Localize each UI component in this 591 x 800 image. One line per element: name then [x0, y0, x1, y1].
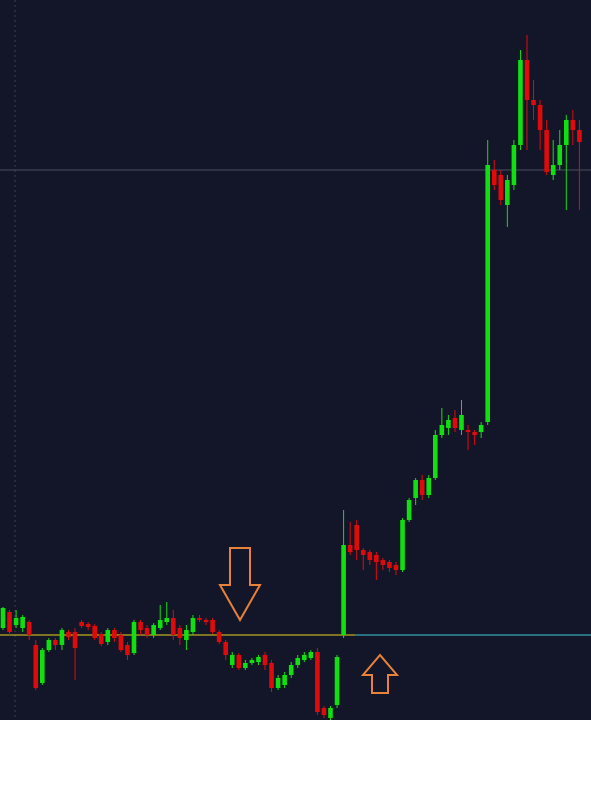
candle-body: [505, 180, 510, 205]
candle-body: [537, 105, 543, 130]
candle-body: [531, 100, 536, 105]
candle-body: [452, 418, 458, 428]
candle-body: [354, 525, 359, 550]
up-arrow: [360, 653, 400, 694]
candle-body: [413, 480, 418, 498]
candle-body: [125, 645, 130, 655]
candle-body: [406, 500, 412, 520]
candle-body: [577, 130, 582, 142]
candle-body: [7, 612, 12, 632]
candle-body: [570, 120, 576, 130]
candle-body: [243, 663, 248, 668]
candle-body: [557, 145, 563, 165]
candle-body: [20, 617, 25, 628]
candle-body: [197, 618, 202, 620]
candle-body: [59, 630, 65, 645]
candle-body: [341, 545, 346, 635]
candle-body: [374, 555, 379, 562]
candle-body: [131, 622, 137, 653]
candle-body: [387, 562, 392, 568]
candle-body: [446, 420, 451, 428]
candles: [0, 35, 582, 720]
candle-body: [164, 618, 170, 622]
candle-body: [367, 552, 373, 560]
candle-body: [236, 655, 242, 668]
candle-body: [118, 635, 124, 650]
candle-body: [85, 624, 91, 627]
down-arrow: [218, 547, 262, 623]
candle-body: [262, 655, 268, 665]
candle-body: [433, 435, 438, 478]
candle-body: [295, 658, 301, 665]
candle-body: [511, 145, 517, 185]
candle-body: [518, 60, 523, 145]
candle-body: [315, 652, 320, 712]
candle-body: [26, 622, 32, 635]
candle-body: [138, 622, 143, 630]
candle-body: [419, 480, 425, 495]
candle-body: [256, 657, 261, 662]
candle-body: [393, 565, 399, 570]
candle-body: [216, 632, 222, 642]
candle-body: [360, 550, 366, 555]
candle-body: [190, 618, 196, 632]
candle-body: [98, 634, 104, 644]
candle-body: [79, 622, 84, 626]
candle-body: [334, 657, 340, 705]
candle-body: [472, 432, 477, 435]
candle-body: [380, 560, 386, 565]
candle-body: [275, 678, 281, 688]
chart-background: [0, 0, 591, 720]
candle-body: [465, 430, 471, 432]
candle-body: [302, 655, 307, 660]
candle-body: [544, 130, 549, 172]
candle-body: [13, 618, 19, 625]
candle-body: [105, 630, 111, 642]
candle-body: [426, 478, 432, 495]
candle-body: [249, 660, 255, 663]
candle-body: [498, 175, 504, 200]
candle-body: [478, 425, 484, 432]
candle-body: [400, 520, 405, 570]
candle-body: [308, 652, 314, 658]
candle-body: [92, 626, 97, 638]
candle-body: [40, 650, 45, 683]
candle-body: [550, 165, 556, 175]
candle-body: [459, 415, 464, 430]
candle-body: [485, 165, 490, 422]
candle-body: [229, 655, 235, 665]
candle-body: [33, 645, 39, 688]
candle-body: [184, 630, 189, 640]
candle-body: [46, 640, 52, 650]
candle-body: [347, 545, 353, 552]
candle-body: [491, 170, 497, 185]
candle-body: [524, 60, 530, 100]
candle-body: [157, 620, 163, 628]
candle-body: [66, 632, 71, 637]
candle-body: [171, 618, 176, 635]
candle-body: [321, 708, 327, 715]
candle-body: [223, 642, 228, 655]
candle-body: [72, 632, 78, 648]
candle-body: [53, 640, 58, 645]
candle-body: [210, 620, 215, 632]
candle-body: [203, 620, 209, 622]
candle-body: [177, 628, 183, 638]
candle-body: [0, 608, 6, 628]
candle-body: [282, 675, 287, 685]
candle-body: [439, 425, 445, 435]
candle-body: [144, 628, 150, 635]
candle-body: [112, 630, 117, 638]
candle-body: [151, 625, 156, 635]
candle-body: [328, 708, 333, 718]
candle-body: [269, 663, 274, 688]
candle-body: [288, 665, 294, 675]
chart: [0, 0, 591, 720]
candle-body: [564, 120, 569, 145]
